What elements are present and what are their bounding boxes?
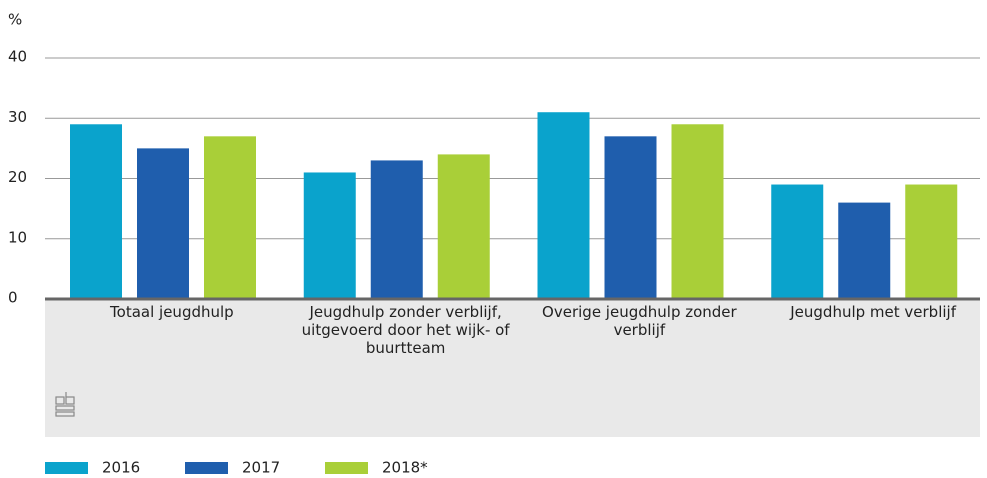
x-tick-label: Totaal jeugdhulp [110,303,234,321]
legend-swatch [325,462,368,474]
bar [604,136,657,299]
bar [905,184,958,299]
bar [771,184,824,299]
y-axis-label: % [8,11,22,29]
y-tick-label: 10 [8,228,27,246]
legend-label: 2016 [102,459,140,477]
bar [370,160,423,299]
cbs-logo [55,392,75,417]
legend-label: 2017 [242,459,280,477]
legend-swatch [185,462,228,474]
legend-swatch [45,462,88,474]
bar [437,154,490,299]
bar [671,124,724,300]
y-tick-label: 0 [8,289,18,307]
bar [537,112,590,299]
bar [204,136,256,299]
y-tick-label: 30 [8,108,27,126]
y-tick-label: 40 [8,48,27,66]
bar [303,172,356,299]
bar [70,124,122,300]
y-tick-label: 20 [8,168,27,186]
x-tick-label: Jeugdhulp met verblijf [790,303,956,321]
bar [137,148,189,299]
legend-label: 2018* [382,459,428,477]
x-tick-label: Jeugdhulp zonder verblijf, uitgevoerd do… [301,303,510,357]
category-band [45,299,980,437]
x-tick-label: Overige jeugdhulp zonder verblijf [542,303,737,339]
bar [838,202,891,299]
